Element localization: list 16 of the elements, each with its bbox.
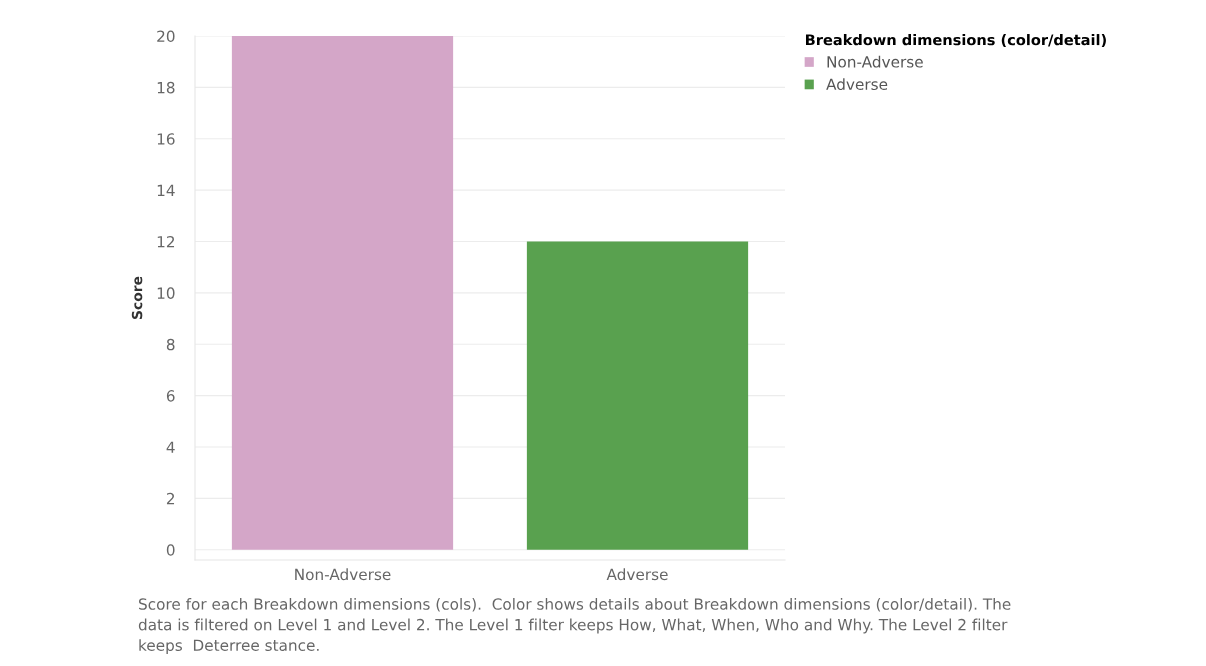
y-tick-label: 10 bbox=[157, 287, 175, 299]
y-tick-label: 20 bbox=[157, 30, 175, 43]
y-tick-label: 14 bbox=[157, 184, 175, 196]
legend-label: Non-Adverse bbox=[827, 55, 923, 68]
text: Score for each Breakdown dimensions (cols). Color shows details about Breakdown dimensions (color/detail). The data is filtered on Level 1 and Level 2. The Level 1 filter keeps How, What, When, Who and Why. The Level 2 filter keeps Deterree stance. bbox=[138, 598, 1011, 654]
y-tick-label: 8 bbox=[166, 338, 175, 351]
y-axis-title: Score bbox=[131, 276, 143, 320]
y-tick-label: 0 bbox=[166, 544, 175, 556]
y-tick-label: 12 bbox=[157, 235, 175, 248]
legend-label: Adverse bbox=[826, 78, 888, 91]
y-tick-label: 2 bbox=[166, 492, 175, 505]
y-tick-label: 4 bbox=[166, 441, 175, 453]
y-tick-label: 6 bbox=[166, 390, 175, 402]
legend-title: Breakdown dimensions (color/detail) bbox=[805, 34, 1106, 48]
y-tick-label: 16 bbox=[157, 133, 175, 145]
y-tick-label: 18 bbox=[157, 81, 175, 94]
